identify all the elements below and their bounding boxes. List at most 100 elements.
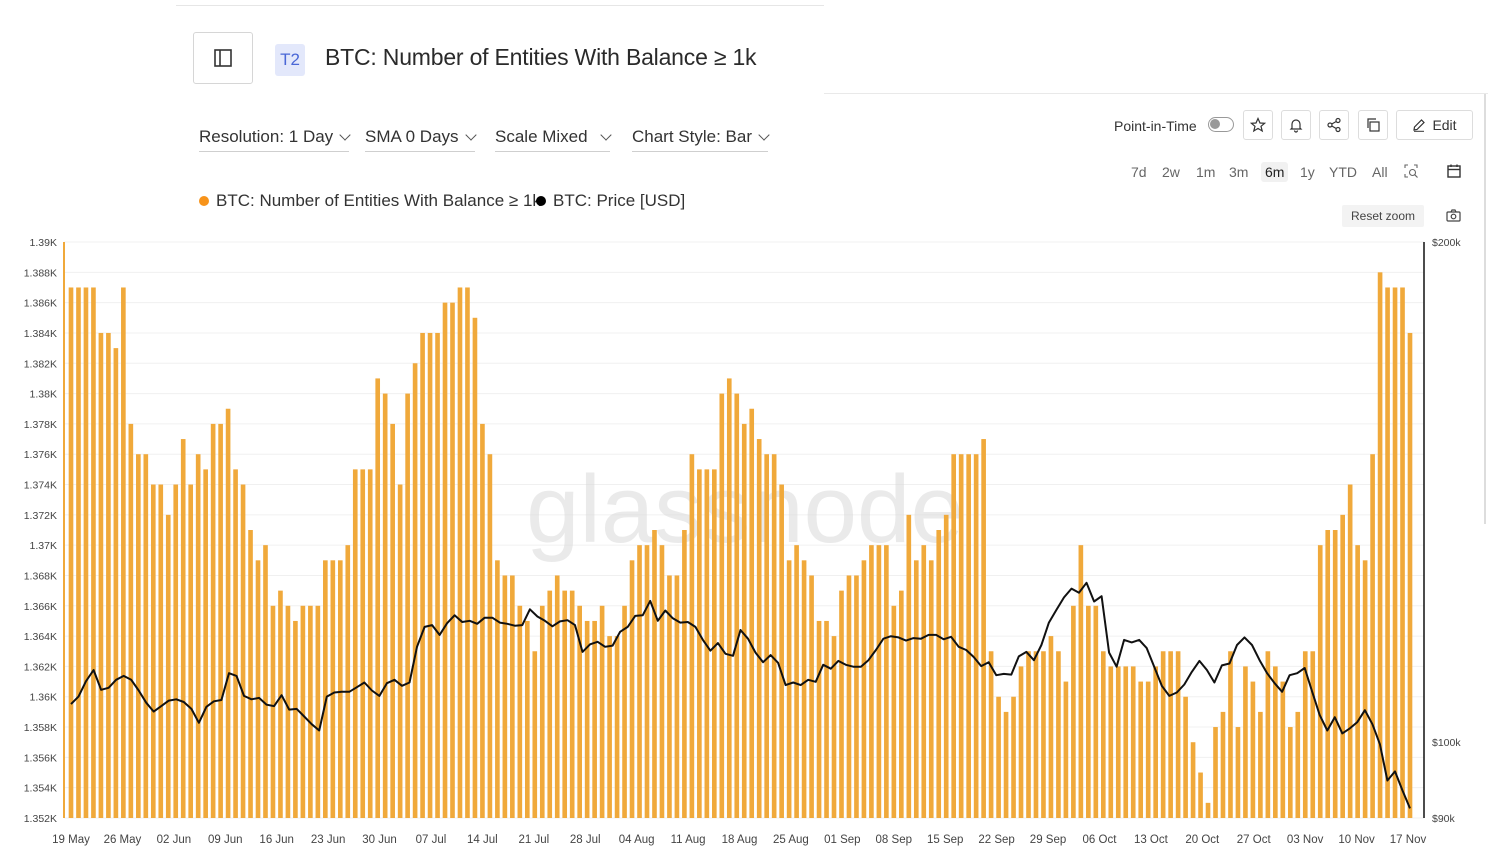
alert-button[interactable]	[1281, 110, 1311, 140]
zoom-select-button[interactable]	[1399, 159, 1423, 183]
legend-item-entities[interactable]: BTC: Number of Entities With Balance ≥ 1…	[199, 191, 541, 211]
bar[interactable]	[524, 620, 530, 818]
bar[interactable]	[816, 620, 822, 818]
bar[interactable]	[614, 636, 620, 818]
bar[interactable]	[1100, 651, 1106, 818]
bar[interactable]	[210, 423, 216, 818]
price-line[interactable]	[70, 581, 1411, 809]
bar[interactable]	[218, 423, 223, 818]
bar[interactable]	[323, 560, 328, 818]
bar[interactable]	[442, 302, 448, 818]
bar[interactable]	[756, 439, 762, 818]
date-picker-button[interactable]	[1441, 158, 1467, 184]
bar[interactable]	[1183, 696, 1188, 818]
bar[interactable]	[652, 530, 657, 818]
bar[interactable]	[480, 423, 485, 818]
bar[interactable]	[592, 620, 597, 818]
bar[interactable]	[1325, 530, 1331, 818]
bar[interactable]	[1213, 727, 1218, 818]
bar[interactable]	[913, 560, 919, 818]
bar[interactable]	[1258, 711, 1263, 818]
bar[interactable]	[1138, 681, 1144, 818]
bar[interactable]	[584, 620, 590, 818]
bar[interactable]	[764, 454, 769, 818]
bar[interactable]	[884, 545, 889, 818]
bar[interactable]	[577, 605, 582, 818]
bar[interactable]	[1018, 666, 1024, 818]
bar[interactable]	[412, 363, 418, 818]
screenshot-button[interactable]	[1441, 203, 1465, 227]
bar[interactable]	[1280, 681, 1286, 818]
bar[interactable]	[689, 454, 695, 818]
bar[interactable]	[622, 605, 627, 818]
bar[interactable]	[240, 484, 246, 818]
bar[interactable]	[106, 332, 111, 818]
bar[interactable]	[891, 605, 897, 818]
bar[interactable]	[539, 605, 545, 818]
bar[interactable]	[1243, 666, 1248, 818]
bar[interactable]	[869, 545, 874, 818]
bar[interactable]	[390, 423, 395, 818]
bar[interactable]	[1407, 332, 1413, 818]
bar[interactable]	[255, 560, 261, 818]
bar[interactable]	[1086, 605, 1091, 818]
bar[interactable]	[76, 287, 81, 819]
bar[interactable]	[1235, 727, 1241, 818]
bar[interactable]	[278, 590, 283, 818]
bar[interactable]	[165, 514, 171, 818]
bar[interactable]	[270, 605, 276, 818]
bar[interactable]	[831, 636, 837, 818]
bar[interactable]	[562, 590, 568, 818]
bar[interactable]	[966, 454, 971, 818]
bar[interactable]	[315, 605, 321, 818]
range-all[interactable]: All	[1372, 164, 1388, 180]
bar[interactable]	[1168, 651, 1173, 818]
bar[interactable]	[1355, 545, 1360, 818]
bar[interactable]	[704, 469, 710, 818]
bar[interactable]	[195, 454, 201, 818]
bar[interactable]	[1078, 545, 1084, 818]
bar[interactable]	[180, 439, 186, 818]
range-ytd[interactable]: YTD	[1329, 164, 1357, 180]
bar[interactable]	[629, 560, 635, 818]
bar[interactable]	[1332, 530, 1338, 818]
bar[interactable]	[1063, 681, 1069, 818]
bar[interactable]	[91, 287, 96, 819]
bar[interactable]	[1033, 651, 1039, 818]
bar[interactable]	[128, 423, 134, 818]
bar[interactable]	[1362, 560, 1368, 818]
bar[interactable]	[854, 575, 859, 818]
edit-button[interactable]: Edit	[1396, 110, 1473, 140]
bar[interactable]	[667, 575, 672, 818]
bar[interactable]	[981, 439, 986, 818]
bar[interactable]	[1220, 711, 1226, 818]
bar[interactable]	[1093, 605, 1099, 818]
bar[interactable]	[225, 408, 231, 818]
bar[interactable]	[472, 317, 478, 818]
range-3m[interactable]: 3m	[1229, 164, 1249, 180]
bar[interactable]	[435, 332, 440, 818]
bar[interactable]	[1153, 666, 1158, 818]
bar[interactable]	[136, 454, 141, 818]
bar[interactable]	[1130, 666, 1136, 818]
bar[interactable]	[861, 560, 867, 818]
bar[interactable]	[936, 530, 942, 818]
bar[interactable]	[1340, 514, 1345, 818]
bar[interactable]	[158, 484, 164, 818]
bar[interactable]	[502, 575, 508, 818]
bar[interactable]	[1392, 287, 1398, 819]
bar[interactable]	[928, 560, 934, 818]
bar[interactable]	[726, 378, 732, 818]
bar[interactable]	[263, 545, 268, 818]
bar[interactable]	[113, 348, 119, 818]
bar[interactable]	[457, 287, 463, 819]
bar[interactable]	[554, 575, 560, 818]
bar[interactable]	[973, 454, 979, 818]
bar[interactable]	[644, 545, 650, 818]
bar[interactable]	[712, 469, 717, 818]
bar[interactable]	[749, 408, 755, 818]
range-7d[interactable]: 7d	[1131, 164, 1147, 180]
share-button[interactable]	[1319, 110, 1349, 140]
bar[interactable]	[547, 590, 553, 818]
bar[interactable]	[382, 393, 388, 818]
